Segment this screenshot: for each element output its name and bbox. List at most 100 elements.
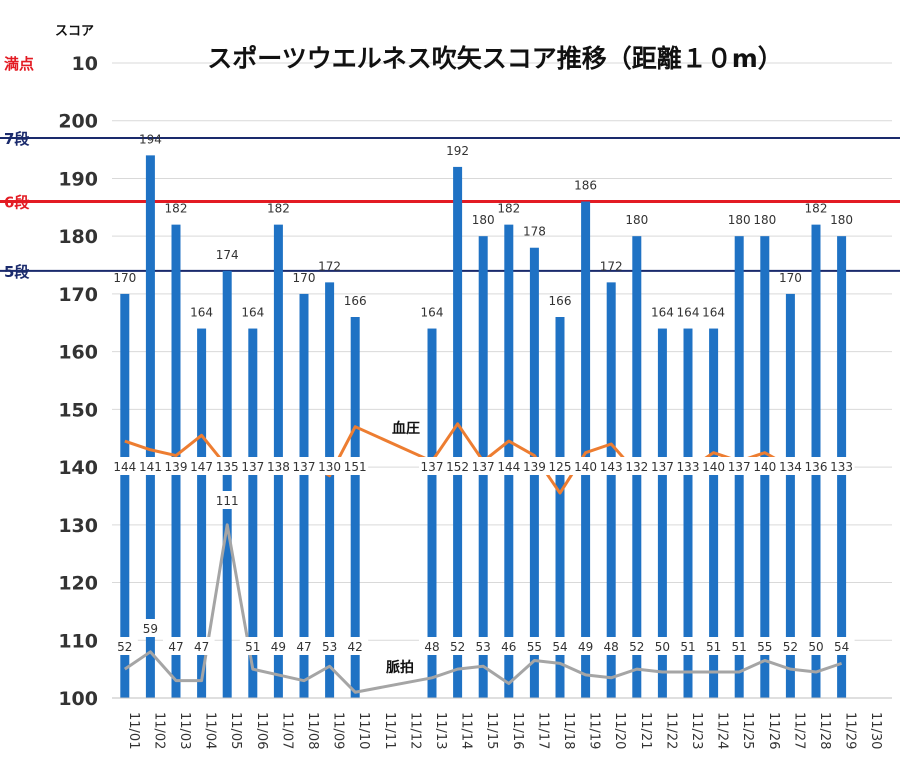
x-tick-label: 11/26 bbox=[766, 712, 781, 749]
bar bbox=[350, 317, 360, 698]
blood-pressure-value-label: 144 bbox=[497, 460, 520, 474]
blood-pressure-value-label: 137 bbox=[241, 460, 264, 474]
bar bbox=[299, 293, 309, 698]
reference-line-label: 7段 bbox=[4, 130, 29, 148]
label-bg bbox=[495, 637, 522, 655]
grid bbox=[112, 62, 892, 641]
y-tick-label: 130 bbox=[58, 515, 98, 537]
label-bg bbox=[675, 637, 701, 655]
label-bg bbox=[521, 457, 548, 475]
label-bg bbox=[265, 457, 292, 475]
bar-value-label: 186 bbox=[574, 179, 597, 193]
blood-pressure-value-label: 130 bbox=[318, 460, 341, 474]
label-bg bbox=[342, 457, 369, 475]
pulse-value-label: 47 bbox=[168, 640, 183, 654]
pulse-value-label: 52 bbox=[629, 640, 644, 654]
label-bg bbox=[700, 457, 727, 475]
blood-pressure-value-label: 133 bbox=[677, 460, 700, 474]
blood-pressure-value-label: 135 bbox=[216, 460, 239, 474]
y-axis-unit-label: スコア bbox=[55, 24, 94, 39]
x-tick-label: 11/09 bbox=[331, 712, 346, 749]
label-bg bbox=[726, 457, 753, 475]
bar-value-label: 180 bbox=[728, 213, 751, 227]
y-tick-label: 160 bbox=[58, 342, 98, 364]
blood-pressure-value-label: 141 bbox=[139, 460, 162, 474]
reference-line-label: 満点 bbox=[4, 55, 34, 73]
x-tick-label: 11/20 bbox=[612, 712, 627, 749]
series-line bbox=[123, 523, 843, 694]
blood-pressure-value-label: 137 bbox=[728, 460, 751, 474]
x-tick-label: 11/11 bbox=[382, 712, 397, 749]
pulse-value-label: 111 bbox=[216, 494, 239, 508]
pulse-value-label: 51 bbox=[680, 640, 695, 654]
bar bbox=[453, 166, 463, 699]
pulse-value-label: 53 bbox=[476, 640, 491, 654]
bar-value-label: 170 bbox=[113, 271, 136, 285]
label-bg bbox=[828, 457, 855, 475]
x-tick-label: 11/24 bbox=[715, 712, 730, 749]
bar-value-label: 194 bbox=[139, 132, 162, 146]
series-label-blood-pressure: 血圧 bbox=[392, 420, 420, 437]
x-tick-label: 11/28 bbox=[817, 712, 832, 749]
x-tick-label: 11/29 bbox=[843, 712, 858, 749]
label-bg bbox=[751, 457, 778, 475]
label-bg bbox=[521, 637, 548, 655]
bar-value-label: 180 bbox=[472, 213, 495, 227]
x-tick-label: 11/14 bbox=[459, 712, 474, 749]
label-bg bbox=[316, 457, 343, 475]
label-bg bbox=[419, 637, 445, 655]
bar bbox=[785, 293, 795, 698]
bar bbox=[709, 328, 719, 698]
bar-value-label: 178 bbox=[523, 225, 546, 239]
blood-pressure-value-label: 125 bbox=[549, 460, 572, 474]
bar-value-label: 182 bbox=[267, 202, 290, 216]
pulse-value-label: 52 bbox=[450, 640, 465, 654]
bar-value-label: 170 bbox=[779, 271, 802, 285]
bar bbox=[197, 328, 207, 698]
y-tick-label: 180 bbox=[58, 226, 98, 248]
label-bg bbox=[803, 457, 829, 475]
x-tick-label: 11/10 bbox=[356, 712, 371, 749]
label-bg bbox=[214, 491, 241, 509]
y-tick-label: 110 bbox=[58, 630, 98, 652]
label-bg bbox=[444, 637, 471, 655]
label-bg bbox=[163, 457, 189, 475]
pulse-value-label: 55 bbox=[757, 640, 772, 654]
pulse-value-label: 47 bbox=[194, 640, 209, 654]
label-bg bbox=[163, 637, 189, 655]
pulse-value-label: 55 bbox=[527, 640, 542, 654]
label-bg bbox=[188, 637, 215, 655]
pulse-value-label: 59 bbox=[143, 622, 158, 636]
label-bg bbox=[623, 637, 650, 655]
bar-value-label: 172 bbox=[318, 259, 341, 273]
blood-pressure-value-label: 140 bbox=[574, 460, 597, 474]
blood-pressure-value-label: 143 bbox=[600, 460, 623, 474]
bar-value-label: 180 bbox=[830, 213, 853, 227]
blood-pressure-value-label: 140 bbox=[753, 460, 776, 474]
blood-pressure-value-label: 134 bbox=[779, 460, 802, 474]
label-bg bbox=[803, 637, 829, 655]
pulse-value-label: 53 bbox=[322, 640, 337, 654]
x-tick-label: 11/03 bbox=[177, 712, 192, 749]
x-tick-label: 11/16 bbox=[510, 712, 525, 749]
reference-line-label: 6段 bbox=[4, 194, 29, 212]
bars bbox=[120, 155, 847, 699]
bar bbox=[657, 328, 667, 698]
x-tick-label: 11/17 bbox=[535, 712, 550, 749]
x-tick-label: 11/07 bbox=[279, 712, 294, 749]
pulse-value-label: 51 bbox=[245, 640, 260, 654]
label-bg bbox=[214, 457, 241, 475]
label-bg bbox=[700, 637, 727, 655]
label-bg bbox=[419, 457, 445, 475]
pulse-value-label: 49 bbox=[578, 640, 593, 654]
y-tick-label: 170 bbox=[58, 284, 98, 306]
x-tick-label: 11/23 bbox=[689, 712, 704, 749]
label-bg bbox=[239, 637, 266, 655]
bar bbox=[606, 282, 616, 698]
pulse-value-label: 42 bbox=[348, 640, 363, 654]
label-bg bbox=[291, 457, 317, 475]
bar-value-label: 164 bbox=[421, 306, 444, 320]
label-bg bbox=[777, 637, 804, 655]
x-tick-label: 11/04 bbox=[203, 712, 218, 749]
